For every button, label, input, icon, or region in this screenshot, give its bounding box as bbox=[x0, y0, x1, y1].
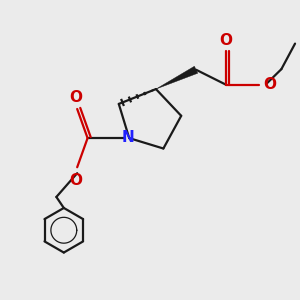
Text: N: N bbox=[121, 130, 134, 145]
Polygon shape bbox=[156, 66, 198, 89]
Text: O: O bbox=[219, 33, 232, 48]
Text: O: O bbox=[69, 90, 82, 105]
Text: O: O bbox=[263, 76, 276, 92]
Text: O: O bbox=[69, 172, 82, 188]
